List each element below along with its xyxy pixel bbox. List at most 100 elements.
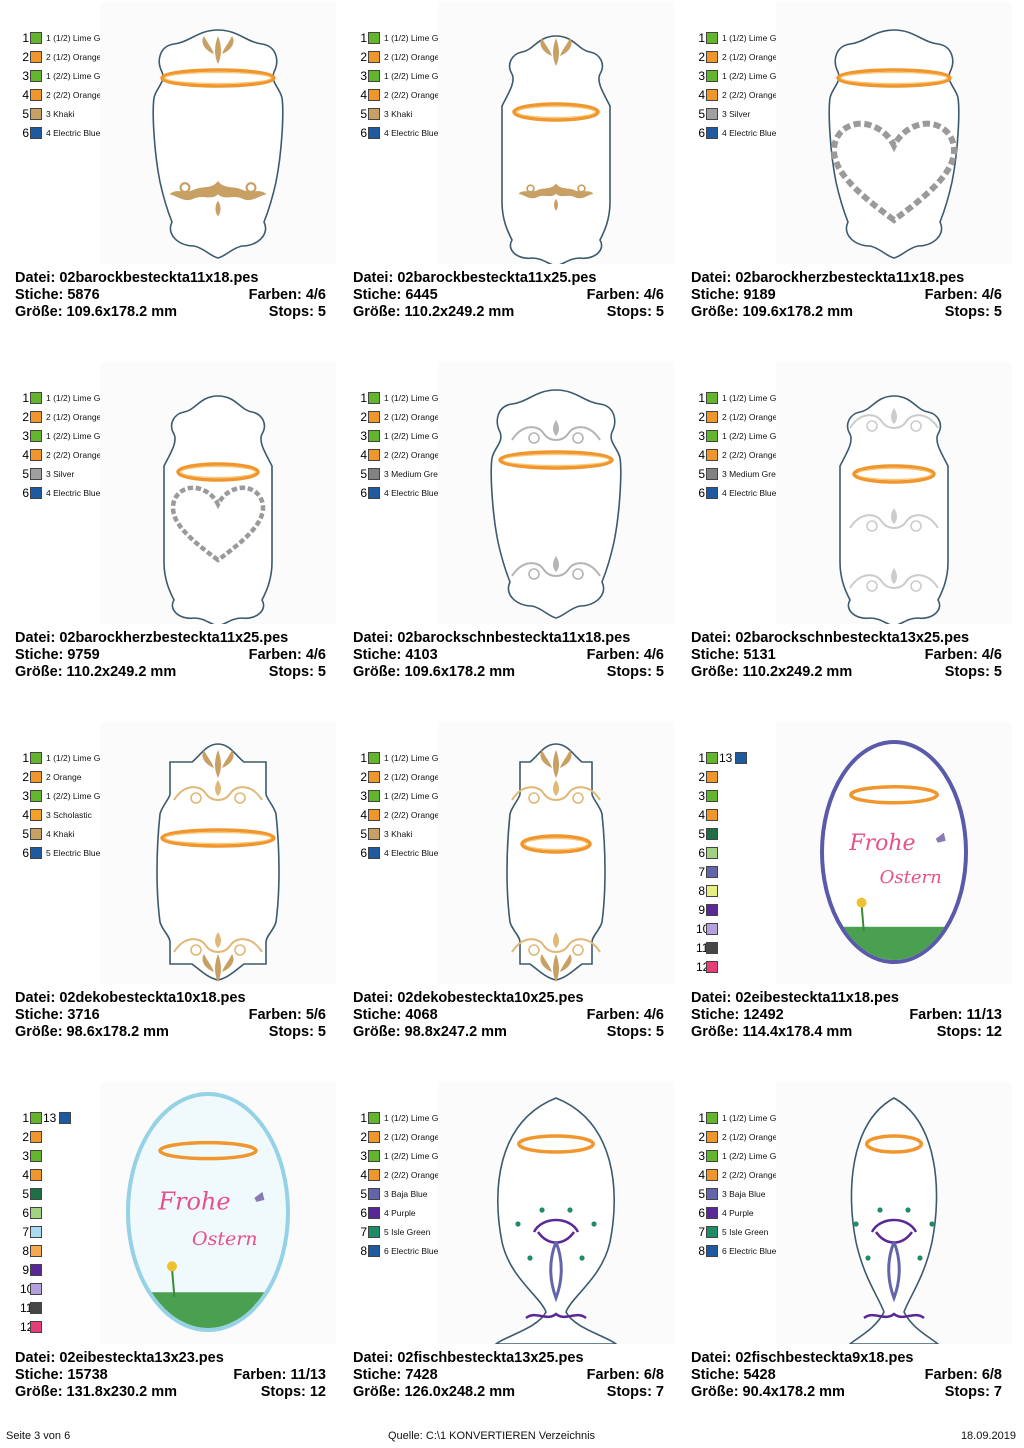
swirl-curl (866, 520, 878, 532)
size-line: Größe: 126.0x248.2 mm Stops: 7 (353, 1384, 664, 1401)
legend-row: 3 1 (2/2) Lime Gree (20, 786, 112, 805)
design-preview (776, 1082, 1012, 1344)
file-name: Datei: 02dekobesteckta10x25.pes (353, 990, 584, 1006)
file-line: Datei: 02dekobesteckta10x25.pes (353, 990, 664, 1007)
ring-highlight (180, 465, 256, 479)
legend-number: 13 (719, 750, 733, 765)
ring-highlight (164, 831, 272, 845)
stop-count: Stops: 12 (260, 1384, 326, 1400)
legend-row: 7 (20, 1222, 42, 1241)
legend-number: 1 (22, 390, 29, 405)
swirl-curl (572, 792, 584, 804)
legend-row: 3 1 (2/2) Lime Gree (696, 426, 789, 445)
color-swatch (30, 1187, 42, 1200)
legend-row: 6 4 Electric Blue (696, 123, 789, 142)
legend-number: 4 (698, 1167, 705, 1182)
heart-wreath (170, 485, 266, 563)
stitches-line: Stiche: 12492 Farben: 11/13 (691, 1007, 1002, 1024)
color-swatch (368, 1168, 380, 1181)
ornament-curl (179, 182, 191, 194)
ring-highlight (502, 453, 610, 467)
color-swatch (368, 1206, 380, 1219)
legend-row: 6 4 Electric Blue (20, 123, 113, 142)
legend-row: 11 (696, 938, 718, 957)
color-swatch (30, 391, 42, 404)
file-line: Datei: 02barockherzbesteckta11x18.pes (691, 270, 1002, 287)
ring-oval (836, 68, 952, 88)
color-swatch (368, 31, 380, 44)
stitch-count: Stiche: 7428 (353, 1367, 438, 1383)
stitch-count: Stiche: 12492 (691, 1007, 784, 1023)
stitch-count: Stiche: 3716 (15, 1007, 100, 1023)
stop-count: Stops: 5 (606, 304, 664, 320)
legend-thread-name: 1 (2/2) Lime Gree (722, 1150, 789, 1161)
ring-oval (520, 834, 592, 854)
color-swatch (30, 1244, 42, 1257)
color-swatch (706, 1149, 718, 1162)
legend-row: 6 4 Purple (358, 1203, 451, 1222)
design-preview-svg (776, 1082, 1012, 1344)
ring-highlight (524, 837, 588, 851)
color-swatch (368, 1225, 380, 1238)
file-name: Datei: 02dekobesteckta10x18.pes (15, 990, 246, 1006)
dot (539, 1207, 545, 1213)
color-count: Farben: 6/8 (586, 1367, 664, 1383)
legend-number: 3 (360, 428, 367, 443)
legend-thread-name: 1 (1/2) Lime Gree (46, 32, 113, 43)
legend-row: 6 (696, 843, 718, 862)
legend-thread-name: 2 (1/2) Orange (384, 51, 440, 62)
swirl-curl (572, 432, 584, 444)
legend-thread-name: 4 Electric Blue (384, 847, 439, 858)
legend-thread-name: 2 (1/2) Orange (722, 1131, 778, 1142)
color-swatch (706, 391, 718, 404)
color-swatch (706, 865, 718, 878)
file-name: Datei: 02barockschnbesteckta13x25.pes (691, 630, 970, 646)
color-legend: 1 1 (1/2) Lime Gree 2 2 Orange 3 1 (2/2) Lime… (20, 748, 112, 862)
legend-thread-name: 1 (2/2) Lime Gree (722, 430, 789, 441)
legend-row: 6 4 Electric Blue (358, 843, 451, 862)
legend-row: 9 (20, 1260, 42, 1279)
stitch-count: Stiche: 5876 (15, 287, 100, 303)
legend-number: 2 (360, 769, 367, 784)
ring-oval (517, 1134, 595, 1154)
legend-number: 5 (698, 106, 705, 121)
color-count: Farben: 4/6 (586, 1007, 664, 1023)
design-size: Größe: 109.6x178.2 mm (15, 304, 178, 320)
legend-number: 3 (22, 1148, 29, 1163)
color-swatch (706, 50, 718, 63)
legend-thread-name: 3 Baja Blue (384, 1188, 428, 1199)
legend-number: 8 (360, 1243, 367, 1258)
legend-number: 7 (698, 864, 705, 879)
swirl (511, 556, 601, 580)
legend-number: 2 (22, 49, 29, 64)
ring-oval (158, 1140, 258, 1161)
design-card: 1 1 (1/2) Lime Gree 2 2 (1/2) Orange 3 1 (2/2… (676, 1080, 1014, 1440)
legend-row: 4 2 (2/2) Orange (358, 805, 451, 824)
color-count: Farben: 4/6 (248, 287, 326, 303)
color-swatch (706, 1244, 718, 1257)
swirl-drop (553, 556, 559, 572)
fleur-left (202, 36, 214, 54)
legend-number: 10 (20, 1281, 34, 1296)
color-count: Farben: 4/6 (924, 647, 1002, 663)
file-line: Datei: 02fischbesteckta9x18.pes (691, 1350, 1002, 1367)
legend-number: 4 (698, 807, 705, 822)
legend-thread-name: 3 Silver (722, 108, 751, 119)
legend-row: 5 3 Silver (20, 464, 113, 483)
stop-count: Stops: 5 (268, 664, 326, 680)
legend-number: 2 (698, 769, 705, 784)
color-swatch (706, 448, 718, 461)
legend-thread-name: 1 (1/2) Lime Gree (722, 1112, 789, 1123)
legend-thread-name: 4 Electric Blue (46, 127, 101, 138)
stop-count: Stops: 5 (268, 1024, 326, 1040)
legend-row: 2 2 (1/2) Orange (358, 47, 451, 66)
swirl-line (849, 414, 939, 429)
legend-row: 1 1 (1/2) Lime Gree (358, 748, 450, 767)
design-preview (438, 2, 674, 264)
design-preview (776, 2, 1012, 264)
design-size: Größe: 131.8x230.2 mm (15, 1384, 178, 1400)
design-outline (490, 389, 622, 619)
design-info: Datei: 02eibesteckta11x18.pes Stiche: 124… (691, 990, 1002, 1041)
heart (170, 485, 266, 563)
